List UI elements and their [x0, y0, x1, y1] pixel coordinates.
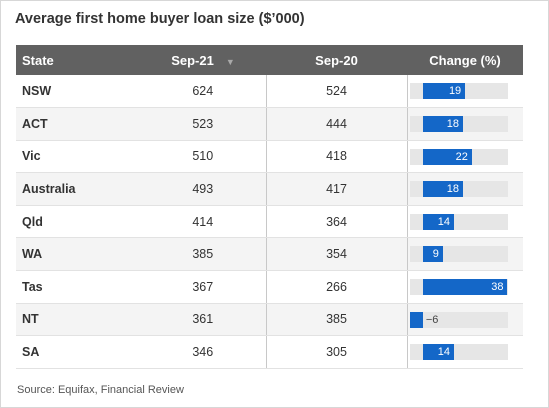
change-bar-track: −6: [409, 311, 508, 328]
sep21-cell: 523: [140, 107, 267, 141]
change-bar: [422, 83, 466, 99]
table-row: Tas 367 266 38: [16, 270, 523, 304]
sep21-cell: 385: [140, 237, 267, 272]
state-cell: NSW: [16, 75, 140, 109]
change-bar-track: 19: [409, 83, 508, 99]
table-row: Vic 510 418 22: [16, 140, 523, 174]
change-label: 14: [437, 346, 451, 359]
change-label: 18: [446, 118, 459, 131]
table-row: Qld 414 364 14: [16, 205, 523, 239]
change-bar: [422, 213, 455, 230]
sep21-cell: 624: [140, 75, 267, 109]
change-bar: [422, 246, 443, 263]
sort-down-icon[interactable]: ▼: [225, 56, 235, 67]
sep20-cell: 417: [266, 172, 408, 206]
sep20-cell: 444: [266, 107, 408, 141]
change-bar-track: 18: [409, 116, 508, 133]
change-bar-track: 38: [409, 279, 508, 296]
change-bar-track: 14: [409, 213, 508, 230]
state-cell: Australia: [16, 172, 140, 206]
sep20-cell: 385: [266, 303, 408, 337]
change-bar: [422, 279, 508, 296]
change-cell: 19: [407, 75, 523, 109]
change-cell: 18: [407, 172, 523, 206]
loan-size-table: State Sep-21 ▼ Sep-20 Change (%) NSW 624 52…: [16, 45, 523, 369]
change-label: 38: [491, 281, 504, 294]
change-cell: 14: [407, 335, 523, 369]
sep21-cell: 361: [140, 303, 267, 337]
sep20-cell: 524: [266, 75, 408, 109]
change-label: 18: [446, 183, 459, 196]
table-row: Australia 493 417 18: [16, 172, 523, 206]
change-cell: 9: [407, 237, 523, 272]
change-bar-track: 14: [409, 344, 508, 361]
header-change[interactable]: Change (%): [407, 45, 523, 75]
sep20-cell: 418: [266, 140, 408, 174]
state-cell: WA: [16, 237, 140, 272]
table-row: ACT 523 444 18: [16, 107, 523, 141]
sep20-cell: 364: [266, 205, 408, 239]
sep21-cell: 367: [140, 270, 267, 304]
sep21-cell: 414: [140, 205, 267, 239]
change-bar: [422, 116, 463, 133]
change-cell: −6: [407, 303, 523, 337]
state-cell: Vic: [16, 140, 140, 174]
change-bar: [422, 148, 472, 165]
change-cell: 22: [407, 140, 523, 174]
change-bar: [422, 344, 455, 361]
change-label: 19: [448, 85, 462, 97]
change-label: −6: [425, 313, 439, 326]
sep20-cell: 354: [266, 237, 408, 272]
header-row: State Sep-21 ▼ Sep-20 Change (%): [16, 45, 523, 75]
sep20-cell: 305: [266, 335, 408, 369]
state-cell: NT: [16, 303, 140, 337]
change-bar-track: 22: [409, 148, 508, 165]
source-note: Source: Equifax, Financial Review: [17, 384, 184, 396]
change-bar: [409, 311, 423, 328]
change-label: 22: [455, 150, 468, 163]
state-cell: ACT: [16, 107, 140, 141]
sep21-cell: 493: [140, 172, 267, 206]
sep21-cell: 510: [140, 140, 267, 174]
state-cell: Tas: [16, 270, 140, 304]
change-cell: 14: [407, 205, 523, 239]
chart-title: Average first home buyer loan size ($’00…: [15, 11, 305, 27]
state-cell: SA: [16, 335, 140, 369]
state-cell: Qld: [16, 205, 140, 239]
change-label: 9: [432, 248, 439, 261]
header-state[interactable]: State: [16, 45, 140, 75]
change-cell: 18: [407, 107, 523, 141]
table-row: NT 361 385 −6: [16, 303, 523, 337]
change-cell: 38: [407, 270, 523, 304]
change-bar-track: 9: [409, 246, 508, 263]
change-bar-track: 18: [409, 181, 508, 198]
header-sep21[interactable]: Sep-21 ▼: [140, 45, 266, 75]
table-row: WA 385 354 9: [16, 237, 523, 272]
sep20-cell: 266: [266, 270, 408, 304]
change-bar: [422, 181, 463, 198]
table-row: SA 346 305 14: [16, 335, 523, 369]
change-label: 14: [437, 215, 451, 228]
sep21-cell: 346: [140, 335, 267, 369]
table-row: NSW 624 524 19: [16, 75, 523, 109]
header-sep20[interactable]: Sep-20: [266, 45, 407, 75]
